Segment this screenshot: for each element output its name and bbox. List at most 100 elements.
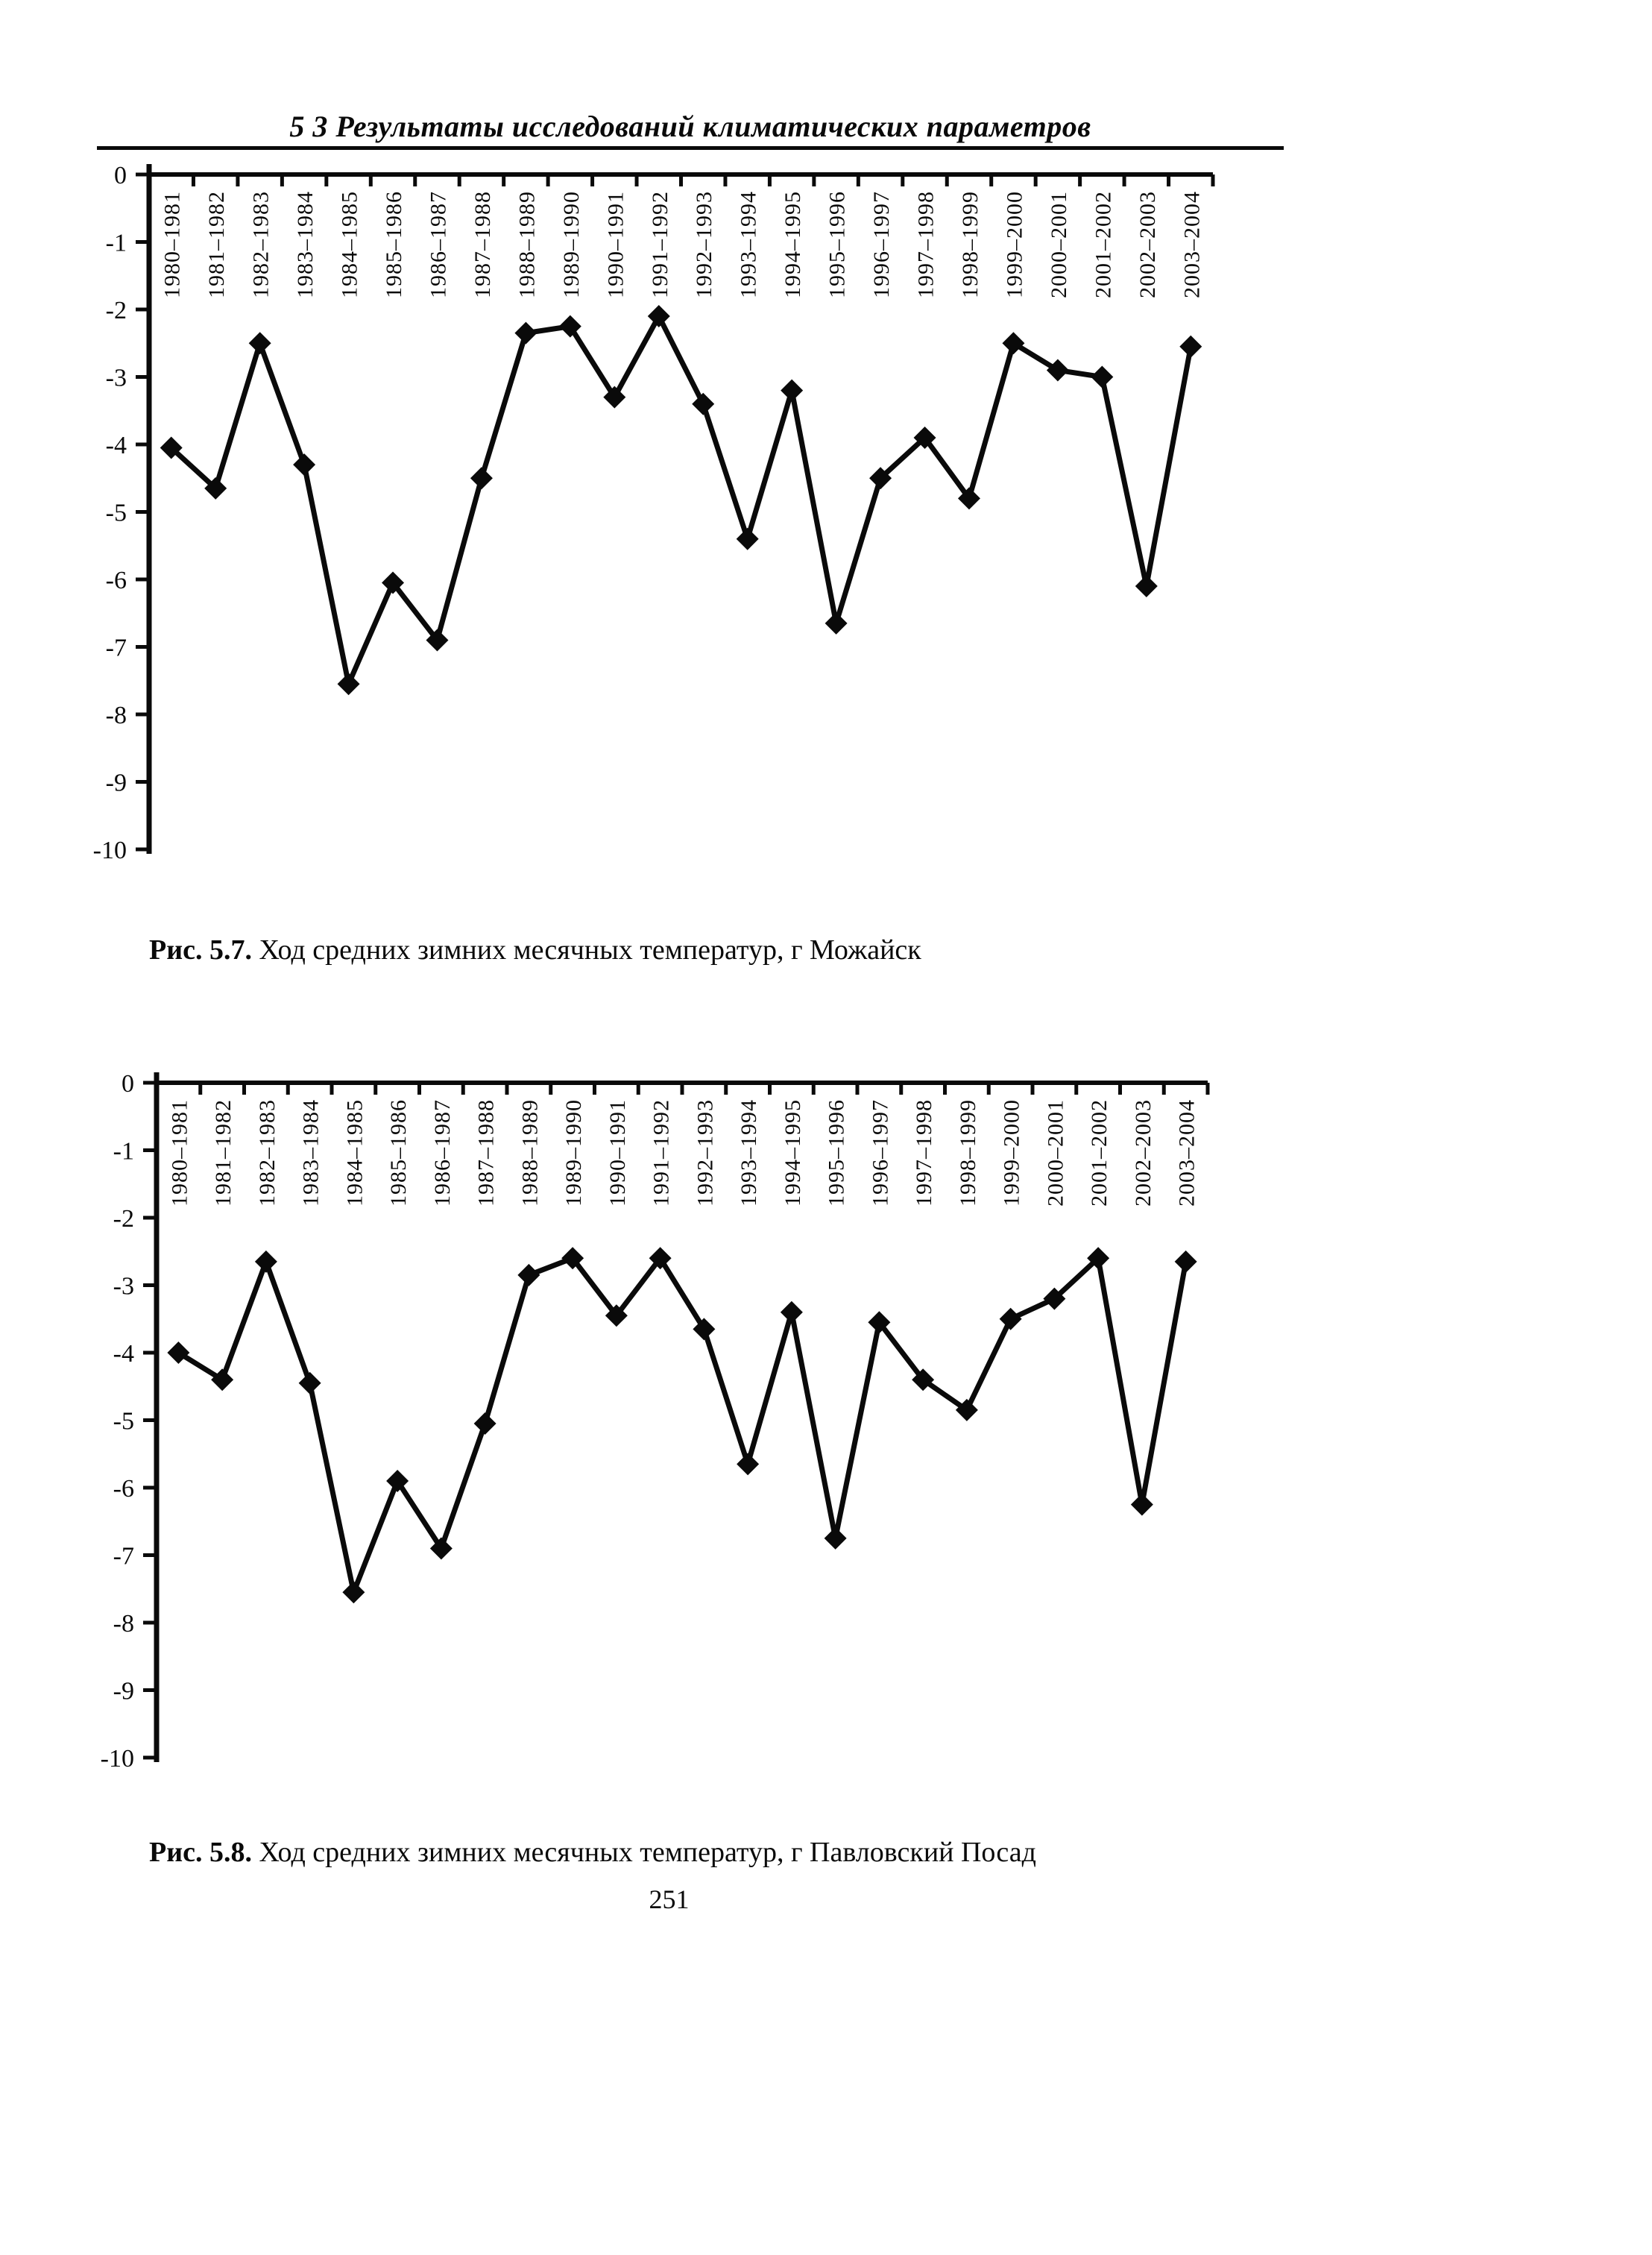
page-header: 5 3 Результаты исследований климатически… (97, 109, 1284, 144)
y-tick-label: -7 (106, 635, 127, 662)
data-point-marker (647, 305, 670, 328)
data-point-marker (649, 1247, 672, 1270)
caption-text: Ход средних зимних месячных температур, … (259, 934, 921, 966)
x-tick-label: 1992–1993 (693, 1099, 717, 1207)
y-tick-label: -8 (113, 1610, 134, 1638)
data-point-marker (825, 611, 848, 635)
x-tick-label: 2000–2001 (1043, 1099, 1068, 1207)
x-tick-label: 1992–1993 (692, 191, 716, 298)
y-tick-label: -3 (113, 1273, 134, 1301)
data-point-marker (293, 453, 316, 477)
data-point-marker (1087, 1247, 1110, 1270)
x-tick-label: 2002–2003 (1135, 191, 1160, 298)
data-point-marker (868, 1311, 891, 1334)
y-tick-label: -1 (113, 1138, 134, 1166)
y-tick-label: -2 (113, 1205, 134, 1233)
x-tick-label: 1988–1989 (514, 191, 539, 298)
x-tick-label: 1995–1996 (825, 191, 850, 298)
data-point-marker (737, 1453, 760, 1476)
data-point-marker (1135, 575, 1158, 598)
x-tick-label: 1981–1982 (204, 191, 229, 298)
y-tick-label: -3 (106, 365, 127, 392)
x-tick-label: 1997–1998 (914, 191, 939, 298)
chart-pavlovsky-posad: 0 -1 -2 -3 -4 -5 -6 -7 -8 -9 -10 1980–1981 1981–1982… (101, 1070, 1210, 1773)
data-point-marker (160, 436, 183, 459)
x-tick-label: 1982–1983 (249, 191, 274, 298)
data-point-marker (693, 1318, 716, 1341)
caption-label: Рис. 5.8. (149, 1837, 252, 1868)
data-point-marker (426, 629, 449, 652)
data-point-marker (1046, 359, 1069, 382)
x-tick-label: 1988–1989 (517, 1099, 542, 1207)
y-tick-label: -1 (106, 230, 127, 257)
x-tick-label: 1987–1988 (470, 191, 495, 298)
data-point-marker (211, 1368, 234, 1391)
x-tick-label: 1997–1998 (912, 1099, 936, 1207)
x-tick-label: 1993–1994 (737, 1099, 761, 1207)
y-tick-label: -4 (106, 432, 127, 459)
chart-mozhaysk: 0 -1 -2 -3 -4 -5 -6 -7 -8 -9 -10 1980–1981 1981–1982… (93, 162, 1215, 864)
data-point-marker (386, 1469, 409, 1492)
data-point-marker (912, 1368, 935, 1391)
data-point-marker (1174, 1250, 1197, 1273)
x-tick-label: 1982–1983 (255, 1099, 280, 1207)
data-point-marker (999, 1307, 1022, 1330)
data-point-marker (248, 332, 271, 355)
y-tick-label: -7 (113, 1543, 134, 1570)
series-line (177, 1253, 1189, 1602)
y-tick-label: 0 (122, 1070, 134, 1098)
x-tick-label: 1998–1999 (956, 1099, 980, 1207)
data-point-marker (167, 1342, 190, 1364)
data-point-marker (470, 467, 493, 490)
x-tick-label: 1998–1999 (958, 191, 983, 298)
x-tick-label: 2002–2003 (1131, 1099, 1156, 1207)
data-point-marker (605, 1304, 628, 1327)
data-point-marker (429, 1537, 453, 1560)
x-tick-label: 1984–1985 (338, 191, 362, 298)
x-tick-label: 1995–1996 (825, 1099, 849, 1207)
data-point-marker (514, 321, 537, 345)
data-point-marker (781, 379, 804, 402)
x-tick-label: 1996–1997 (869, 191, 894, 298)
x-tick-label: 1985–1986 (386, 1099, 411, 1207)
data-point-marker (558, 315, 581, 338)
x-tick-label: 1999–2000 (1002, 191, 1027, 298)
caption-text: Ход средних зимних месячных температур, … (259, 1837, 1036, 1868)
x-tick-label: 1994–1995 (781, 1099, 805, 1207)
x-tick-label: 1983–1984 (293, 191, 318, 298)
x-tick-label: 1986–1987 (430, 1099, 455, 1207)
x-tick-label: 1991–1992 (649, 1099, 674, 1207)
data-point-marker (957, 487, 980, 510)
x-tick-label: 1980–1981 (167, 1099, 192, 1207)
data-point-marker (1091, 365, 1114, 389)
x-tick-label: 1994–1995 (781, 191, 805, 298)
page-number: 251 (649, 1884, 690, 1914)
x-tick-label: 1990–1991 (605, 1099, 630, 1207)
data-point-marker (298, 1371, 321, 1394)
y-tick-label: -2 (106, 297, 127, 324)
y-tick-label: -9 (106, 770, 127, 797)
data-point-marker (1002, 332, 1025, 355)
data-point-marker (204, 477, 227, 500)
page-header-text: 5 3 Результаты исследований климатически… (289, 110, 1091, 143)
data-point-marker (780, 1301, 803, 1324)
x-tick-label: 1984–1985 (342, 1099, 367, 1207)
header-rule (97, 146, 1284, 150)
y-tick-label: -10 (101, 1745, 134, 1773)
x-tick-label: 2001–2002 (1087, 1099, 1112, 1207)
data-point-marker (913, 426, 936, 449)
data-point-marker (1043, 1287, 1066, 1310)
data-point-marker (603, 386, 626, 409)
x-tick-label: 1996–1997 (868, 1099, 892, 1207)
series-line (169, 310, 1194, 693)
data-point-marker (955, 1398, 978, 1421)
x-tick-label: 1989–1990 (561, 1099, 586, 1207)
y-tick-label: -9 (113, 1678, 134, 1705)
y-tick-label: -5 (106, 500, 127, 527)
caption-label: Рис. 5.7. (149, 934, 252, 966)
x-tick-label: 1990–1991 (603, 191, 628, 298)
x-tick-label: 1991–1992 (648, 191, 672, 298)
x-tick-label: 1986–1987 (426, 191, 450, 298)
figure-caption-5-7: Рис. 5.7. Ход средних зимних месячных те… (149, 934, 921, 966)
data-point-marker (561, 1247, 584, 1270)
